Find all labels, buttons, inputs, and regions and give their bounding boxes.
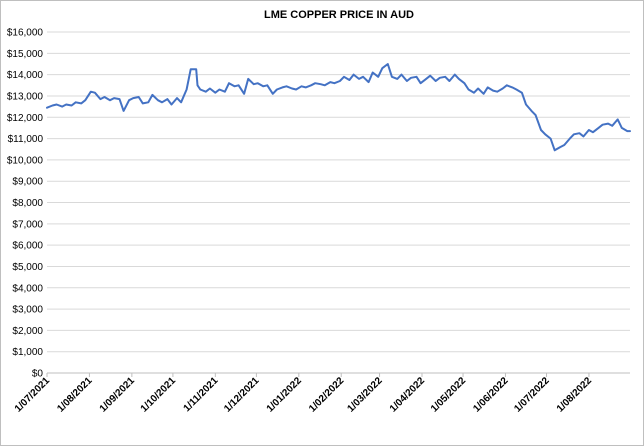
x-tick-label: 1/07/2022: [512, 375, 552, 415]
y-tick-label: $6,000: [12, 241, 43, 252]
x-tick-label: 1/06/2022: [471, 375, 511, 415]
y-tick-label: $12,000: [7, 113, 44, 124]
x-tick-label: 1/02/2022: [307, 375, 347, 415]
y-tick-label: $0: [32, 369, 44, 380]
series-line: [46, 63, 631, 152]
x-tick-label: 1/08/2022: [555, 375, 595, 415]
y-tick-label: $15,000: [7, 49, 44, 60]
y-tick-label: $9,000: [12, 177, 43, 188]
y-tick-label: $4,000: [12, 283, 43, 294]
y-tick-label: $8,000: [12, 198, 43, 209]
x-tick-label: 1/04/2022: [388, 375, 428, 415]
chart-title: LME COPPER PRICE IN AUD: [264, 9, 414, 21]
y-tick-label: $16,000: [7, 28, 44, 39]
y-tick-label: $5,000: [12, 262, 43, 273]
y-axis-ticks: $0 $1,000 $2,000 $3,000 $4,000 $5,000 $6,000 $7…: [7, 28, 44, 380]
y-tick-label: $7,000: [12, 219, 43, 230]
y-tick-label: $2,000: [12, 326, 43, 337]
x-tick-label: 1/08/2021: [55, 375, 95, 415]
x-tick-label: 1/09/2021: [98, 375, 138, 415]
x-tick-label: 1/07/2021: [13, 375, 53, 415]
y-tick-label: $3,000: [12, 305, 43, 316]
y-tick-label: $13,000: [7, 91, 44, 102]
x-tick-label: 1/10/2021: [139, 375, 179, 415]
y-tick-label: $11,000: [8, 134, 44, 145]
x-tick-label: 1/12/2021: [222, 375, 262, 415]
x-axis-ticks: 1/07/2021 1/08/2021 1/09/2021 1/10/2021 1/11…: [13, 373, 594, 415]
y-tick-label: $14,000: [7, 70, 44, 81]
x-tick-label: 1/05/2022: [429, 375, 469, 415]
x-tick-label: 1/03/2022: [345, 375, 385, 415]
y-tick-label: $1,000: [12, 347, 43, 358]
gridlines: [47, 31, 630, 353]
y-tick-label: $10,000: [7, 155, 44, 166]
x-tick-label: 1/01/2022: [265, 375, 305, 415]
x-tick-label: 1/11/2021: [182, 375, 221, 414]
